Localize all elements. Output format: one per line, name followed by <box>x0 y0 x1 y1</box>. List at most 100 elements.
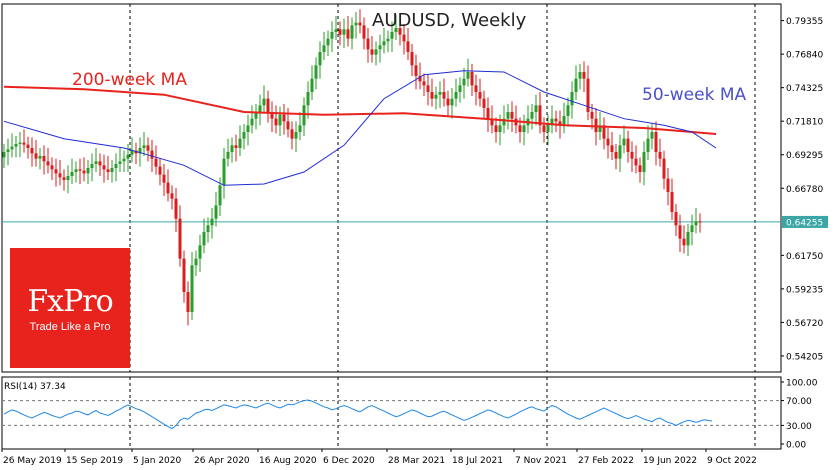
candle-body <box>558 121 562 126</box>
candle-body <box>154 158 158 167</box>
candle-body <box>550 118 554 126</box>
candle-body <box>194 258 198 266</box>
x-tick-label: 28 Mar 2021 <box>388 456 445 466</box>
candle-body <box>10 146 14 150</box>
candle-body <box>418 76 422 82</box>
x-tick-label: 5 Jan 2020 <box>133 456 181 466</box>
candle-body <box>646 138 650 152</box>
candle-body <box>470 72 474 86</box>
fxpro-logo: FxPro Trade Like a Pro <box>10 248 130 368</box>
candle-body <box>14 144 18 147</box>
rsi-y-tick-label: 100.00 <box>786 379 818 389</box>
candle-body <box>238 138 242 148</box>
candle-body <box>222 158 226 186</box>
y-tick-label: 0.74325 <box>786 84 823 94</box>
candle-body <box>678 225 682 239</box>
candle-body <box>42 156 46 162</box>
candle-body <box>218 185 222 206</box>
candle-body <box>290 129 294 139</box>
candle-body <box>62 177 66 180</box>
candle-body <box>170 193 174 199</box>
candle-body <box>210 218 214 226</box>
candle-body <box>398 28 402 35</box>
candle-body <box>34 153 38 159</box>
y-tick-label: 0.54205 <box>786 352 823 362</box>
candle-body <box>374 49 378 55</box>
candle-body <box>266 98 270 112</box>
candle-body <box>334 29 338 32</box>
candle-body <box>630 152 634 159</box>
x-tick-label: 16 Aug 2020 <box>259 456 317 466</box>
rsi-panel-frame <box>1 376 782 450</box>
candle-body <box>626 138 630 152</box>
candle-body <box>598 125 602 132</box>
candlestick-series <box>2 9 702 326</box>
y-tick-label: 0.66780 <box>786 185 823 195</box>
candle-body <box>614 152 618 159</box>
y-tick-label: 0.76840 <box>786 51 823 61</box>
candle-body <box>102 165 106 170</box>
candle-body <box>278 114 282 126</box>
candle-body <box>494 125 498 132</box>
candle-body <box>206 225 210 232</box>
candle-body <box>314 65 318 79</box>
x-tick-label: 15 Sep 2019 <box>66 456 123 466</box>
candle-body <box>134 150 138 154</box>
candle-body <box>522 125 526 132</box>
candle-body <box>602 125 606 139</box>
candle-body <box>362 25 366 39</box>
candle-body <box>382 41 386 46</box>
candle-body <box>74 169 78 172</box>
candle-body <box>682 238 686 246</box>
rsi-y-tick-label: 70.00 <box>786 397 812 407</box>
y-tick-label: 0.59235 <box>786 285 823 295</box>
candle-body <box>338 29 342 35</box>
candle-body <box>442 92 446 99</box>
candle-body <box>30 148 34 154</box>
y-tick-label: 0.56720 <box>786 319 823 329</box>
candle-body <box>46 161 50 166</box>
candle-body <box>578 72 582 79</box>
candle-body <box>622 138 626 146</box>
candle-body <box>510 112 514 119</box>
y-tick-label: 0.79355 <box>786 17 823 27</box>
y-tick-label: 0.64255 <box>786 218 823 228</box>
candle-body <box>82 170 86 174</box>
candle-body <box>166 182 170 194</box>
candle-body <box>498 125 502 132</box>
x-tick-label: 9 Oct 2022 <box>707 456 757 466</box>
candle-body <box>98 161 102 166</box>
candle-body <box>430 92 434 99</box>
candle-body <box>54 169 58 174</box>
candle-body <box>234 145 238 148</box>
candle-body <box>146 145 150 151</box>
candle-body <box>294 132 298 139</box>
candle-body <box>142 145 146 148</box>
candle-body <box>354 22 358 26</box>
candle-body <box>2 152 6 158</box>
candle-body <box>214 205 218 219</box>
candle-body <box>162 174 166 183</box>
candle-body <box>394 28 398 32</box>
candle-body <box>450 98 454 106</box>
candle-body <box>590 112 594 119</box>
candle-body <box>262 98 266 106</box>
candle-body <box>634 158 638 166</box>
candle-body <box>594 118 598 132</box>
candle-body <box>50 165 54 170</box>
candle-body <box>242 132 246 139</box>
candle-body <box>446 98 450 106</box>
candle-body <box>542 125 546 132</box>
candle-body <box>610 145 614 152</box>
candle-body <box>38 156 42 159</box>
candle-body <box>70 172 74 176</box>
rsi-title: RSI(14) 37.34 <box>4 382 66 392</box>
candle-body <box>694 221 698 226</box>
candle-body <box>566 105 570 116</box>
candle-body <box>366 38 370 50</box>
candle-body <box>198 245 202 259</box>
candle-body <box>478 92 482 99</box>
candle-body <box>358 22 362 26</box>
candle-body <box>378 45 382 50</box>
candle-body <box>562 116 566 126</box>
